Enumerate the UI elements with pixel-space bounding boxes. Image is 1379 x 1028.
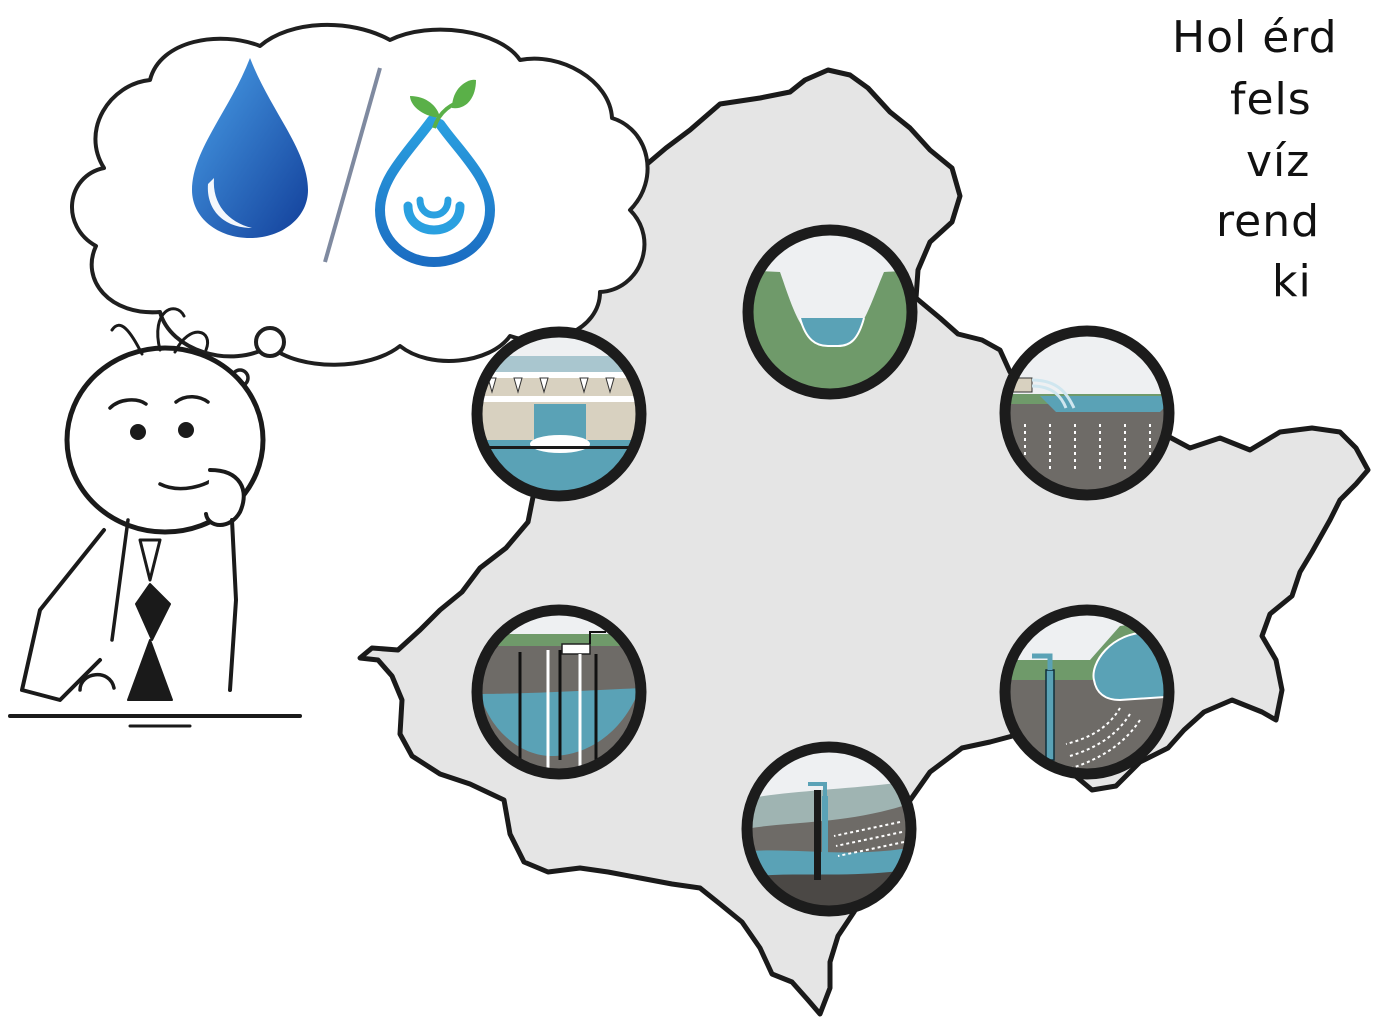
monitoring-well-icon xyxy=(471,604,647,780)
groundwater-well-icon xyxy=(741,741,917,917)
caption-line-1: Hol érd xyxy=(1172,12,1338,63)
eco-water-drop-icon xyxy=(374,79,496,268)
river-channel-icon xyxy=(742,224,918,400)
bank-filtration-well-icon xyxy=(999,604,1175,780)
thinking-man-illustration xyxy=(8,307,302,728)
weir-dam-icon xyxy=(471,326,647,502)
caption-line-2: fels xyxy=(1230,74,1312,125)
divider-slash xyxy=(323,67,382,263)
caption-line-5: ki xyxy=(1272,256,1312,307)
thought-bubble xyxy=(70,22,650,367)
caption-line-4: rend xyxy=(1216,196,1321,247)
water-drop-icon xyxy=(192,58,308,238)
region-map xyxy=(357,67,1371,1017)
caption-line-3: víz xyxy=(1246,136,1311,187)
infiltration-basin-icon xyxy=(999,325,1175,501)
thought-bubble-dot-large xyxy=(254,326,286,358)
